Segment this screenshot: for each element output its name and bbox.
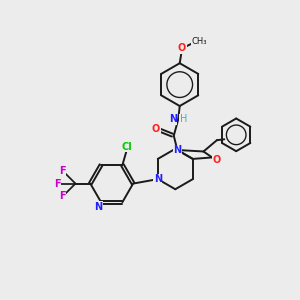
- Text: F: F: [59, 166, 66, 176]
- Text: H: H: [180, 114, 187, 124]
- Text: N: N: [173, 145, 181, 155]
- Text: F: F: [54, 178, 60, 189]
- Text: F: F: [59, 191, 66, 201]
- Text: Cl: Cl: [122, 142, 132, 152]
- Text: O: O: [152, 124, 160, 134]
- Text: N: N: [169, 114, 177, 124]
- Text: N: N: [94, 202, 102, 212]
- Text: O: O: [178, 44, 186, 53]
- Text: N: N: [154, 174, 162, 184]
- Text: CH₃: CH₃: [191, 37, 207, 46]
- Text: O: O: [212, 155, 221, 165]
